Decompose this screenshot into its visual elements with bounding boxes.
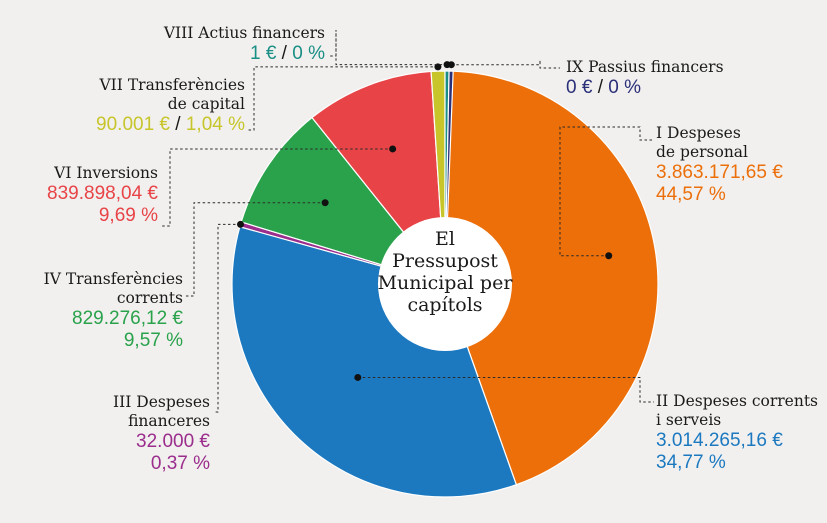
pie-slice xyxy=(444,70,659,486)
leader-line xyxy=(559,126,654,257)
label-viii-amount: 1 € xyxy=(249,43,277,64)
leader-dot xyxy=(447,61,455,69)
label-viii: VIII Actius financers 1 € / 0 % xyxy=(120,24,325,65)
label-iv-name: IV Transferències corrents xyxy=(43,270,183,307)
leader-line xyxy=(160,148,393,227)
label-viii-name: VIII Actius financers xyxy=(163,24,325,42)
label-iv: IV Transferències corrents 829.276,12 € … xyxy=(20,270,183,352)
label-ii: II Despeses corrents i serveis 3.014.265… xyxy=(656,392,826,474)
label-ix: IX Passius financers 0 € / 0 % xyxy=(566,58,766,99)
label-i-name: I Despeses de personal xyxy=(656,124,748,161)
label-iv-amount: 829.276,12 € xyxy=(72,308,183,329)
label-vi-name: VI Inversions xyxy=(54,164,158,182)
leader-line xyxy=(186,202,326,297)
leader-dot xyxy=(354,373,362,381)
label-i-pct: 44,57 % xyxy=(656,184,726,205)
label-vii: VII Transferències de capital 90.001 € /… xyxy=(40,76,245,136)
leader-dot xyxy=(389,145,397,153)
label-ii-pct: 34,77 % xyxy=(656,452,726,473)
leader-dot xyxy=(237,220,245,228)
label-iii-amount: 32.000 € xyxy=(136,431,210,452)
leader-line xyxy=(451,60,560,69)
leader-dot xyxy=(605,252,613,260)
label-ix-name: IX Passius financers xyxy=(566,58,724,76)
label-ix-pct: 0 % xyxy=(608,77,642,98)
label-vii-pct: 1,04 % xyxy=(185,114,245,135)
label-iii-pct: 0,37 % xyxy=(150,453,210,474)
leader-line xyxy=(330,30,448,66)
label-iv-pct: 9,57 % xyxy=(123,330,183,351)
label-i: I Despeses de personal 3.863.171,65 € 44… xyxy=(656,124,821,206)
label-viii-pct: 0 % xyxy=(292,43,325,64)
label-vi-pct: 9,69 % xyxy=(98,205,158,226)
label-iii: III Despeses financeres 32.000 € 0,37 % xyxy=(60,393,210,475)
label-ii-name: II Despeses corrents i serveis xyxy=(656,392,819,429)
leader-line xyxy=(357,376,654,403)
label-ii-amount: 3.014.265,16 € xyxy=(656,430,783,451)
label-i-amount: 3.863.171,65 € xyxy=(656,162,783,183)
label-vi-amount: 839.898,04 € xyxy=(47,183,158,204)
leader-dot xyxy=(321,199,329,207)
leader-line xyxy=(214,223,241,413)
donut-hole xyxy=(378,217,512,351)
label-vii-amount: 90.001 € xyxy=(96,114,170,135)
label-ix-amount: 0 € xyxy=(566,77,593,98)
label-vii-name: VII Transferències de capital xyxy=(99,76,245,113)
label-iii-name: III Despeses financeres xyxy=(112,393,210,430)
chart-title: El Pressupost Municipal per capítols xyxy=(377,228,513,316)
label-vi: VI Inversions 839.898,04 € 9,69 % xyxy=(20,164,158,227)
